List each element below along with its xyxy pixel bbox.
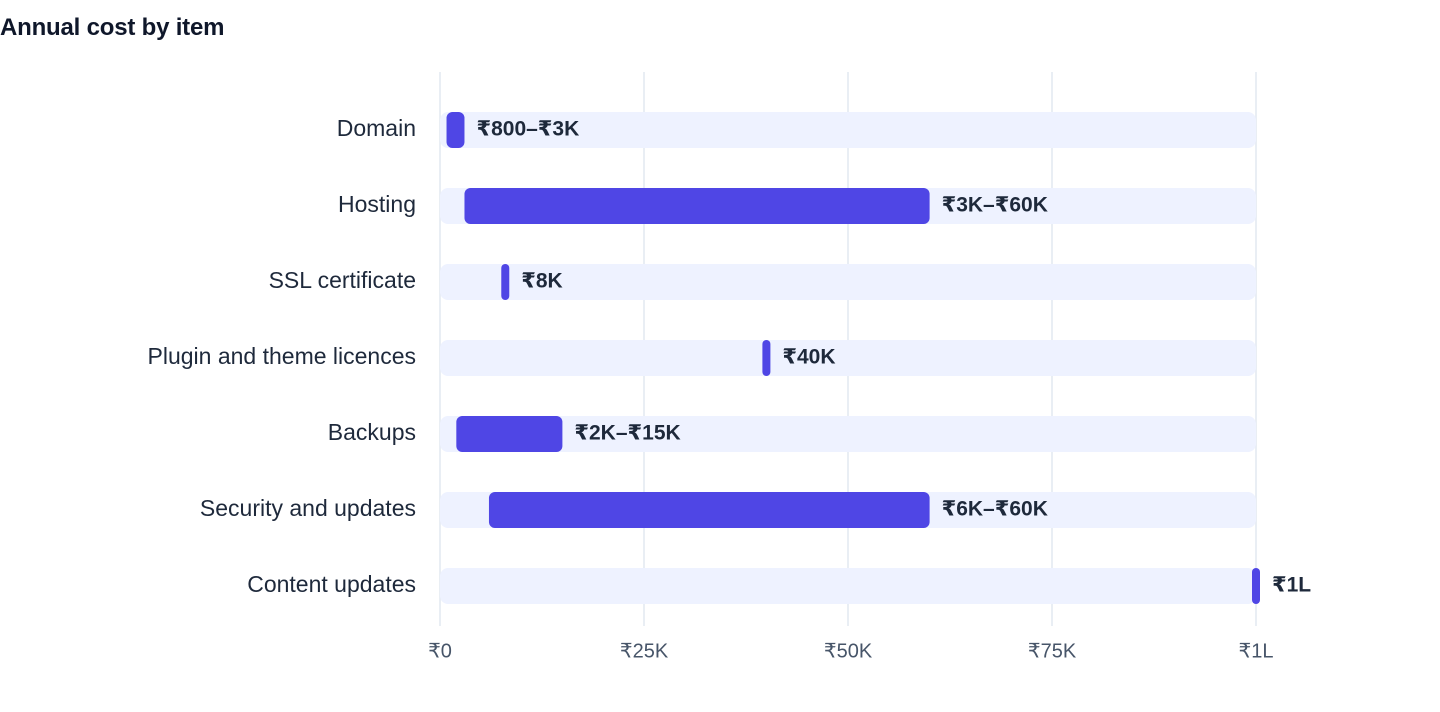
- range-bars: [446, 112, 1260, 604]
- chart-title: Annual cost by item: [0, 14, 225, 41]
- value-label: ₹2K–₹15K: [574, 422, 680, 445]
- value-label: ₹6K–₹60K: [942, 498, 1048, 521]
- x-tick-label: ₹75K: [1028, 640, 1077, 662]
- category-label: SSL certificate: [269, 267, 416, 293]
- range-bar: [488, 492, 930, 528]
- value-label: ₹1L: [1272, 574, 1311, 597]
- bar-track: [440, 568, 1256, 604]
- bar-track: [440, 340, 1256, 376]
- value-label: ₹800–₹3K: [476, 118, 579, 141]
- category-label: Backups: [328, 419, 416, 445]
- category-labels: Domain Hosting SSL certificate Plugin and t…: [148, 115, 417, 597]
- range-bar: [1252, 568, 1260, 604]
- category-label: Hosting: [338, 191, 416, 217]
- category-label: Content updates: [247, 571, 416, 597]
- value-label: ₹3K–₹60K: [942, 194, 1048, 217]
- value-labels: ₹800–₹3K ₹3K–₹60K ₹8K ₹40K ₹2K–₹15K ₹6K–₹60K ₹…: [476, 118, 1311, 597]
- x-tick-label: ₹1L: [1239, 640, 1274, 662]
- range-bar: [446, 112, 465, 148]
- range-bar: [762, 340, 771, 376]
- category-label: Domain: [337, 115, 416, 141]
- bar-track: [440, 112, 1256, 148]
- value-label: ₹40K: [782, 346, 835, 369]
- x-axis-tick-labels: ₹0 ₹25K ₹50K ₹75K ₹1L: [428, 640, 1273, 662]
- bar-track: [440, 416, 1256, 452]
- range-bar: [464, 188, 930, 224]
- range-bar: [456, 416, 563, 452]
- x-tick-label: ₹50K: [824, 640, 873, 662]
- category-label: Plugin and theme licences: [148, 343, 417, 369]
- x-tick-label: ₹0: [428, 640, 452, 662]
- category-label: Security and updates: [200, 495, 416, 521]
- x-tick-label: ₹25K: [620, 640, 669, 662]
- bar-track: [440, 264, 1256, 300]
- range-bar: [501, 264, 510, 300]
- value-label: ₹8K: [521, 270, 562, 293]
